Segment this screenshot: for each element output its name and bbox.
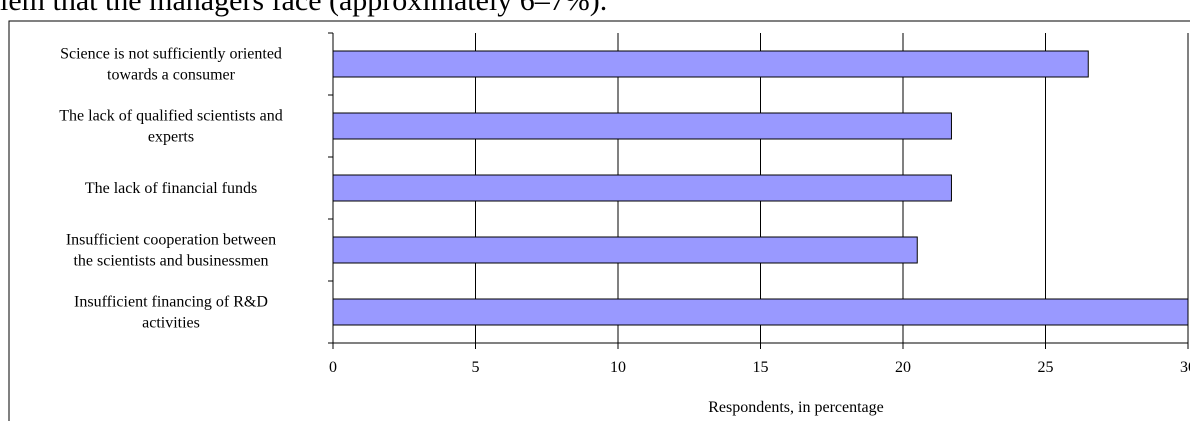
y-category-label: The lack of qualified scientists and expe… [59,108,282,146]
y-category-label: Insufficient cooperation between the scie… [66,232,276,270]
bar [332,236,918,264]
x-tick-label: 10 [610,359,626,376]
x-tick-label: 15 [753,359,769,376]
y-category-label: Insufficient financing of R&D activities [74,294,268,332]
x-tick-label: 30 [1180,359,1190,376]
chart-area-border [8,20,1190,421]
x-tick-label: 25 [1038,359,1054,376]
y-category-label: The lack of financial funds [85,180,257,197]
document-text-line: lem that the managers face (approximatel… [0,0,608,17]
bar [332,174,952,202]
bar [332,298,1189,326]
y-category-label: Science is not sufficiently oriented towa… [60,46,282,84]
bar [332,50,1089,78]
x-tick-label: 0 [329,359,337,376]
x-tick-label: 5 [472,359,480,376]
x-axis-title: Respondents, in percentage [708,399,884,416]
x-tick-label: 20 [895,359,911,376]
bar [332,112,952,140]
